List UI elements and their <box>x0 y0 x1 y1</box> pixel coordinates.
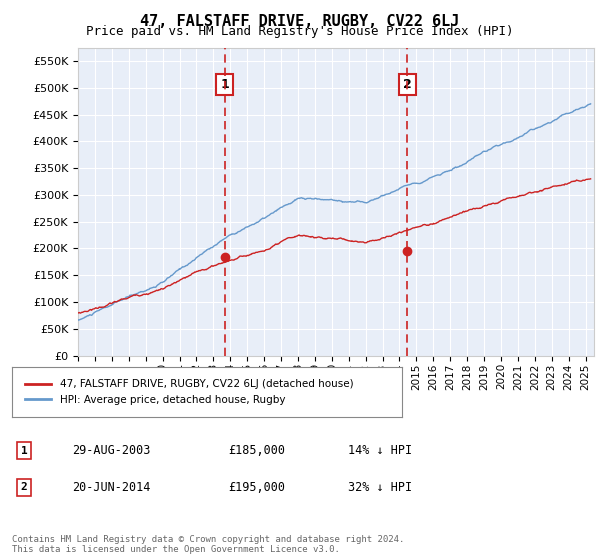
Text: 20-JUN-2014: 20-JUN-2014 <box>72 480 151 494</box>
Text: £185,000: £185,000 <box>228 444 285 458</box>
Text: 2: 2 <box>20 482 28 492</box>
Text: 32% ↓ HPI: 32% ↓ HPI <box>348 480 412 494</box>
Text: 2: 2 <box>403 78 412 91</box>
Legend: 47, FALSTAFF DRIVE, RUGBY, CV22 6LJ (detached house), HPI: Average price, detach: 47, FALSTAFF DRIVE, RUGBY, CV22 6LJ (det… <box>21 375 358 409</box>
Text: Contains HM Land Registry data © Crown copyright and database right 2024.
This d: Contains HM Land Registry data © Crown c… <box>12 535 404 554</box>
Text: 47, FALSTAFF DRIVE, RUGBY, CV22 6LJ: 47, FALSTAFF DRIVE, RUGBY, CV22 6LJ <box>140 14 460 29</box>
Text: Price paid vs. HM Land Registry's House Price Index (HPI): Price paid vs. HM Land Registry's House … <box>86 25 514 38</box>
Text: 29-AUG-2003: 29-AUG-2003 <box>72 444 151 458</box>
Text: £195,000: £195,000 <box>228 480 285 494</box>
Text: 1: 1 <box>220 78 229 91</box>
Text: 1: 1 <box>20 446 28 456</box>
Text: 14% ↓ HPI: 14% ↓ HPI <box>348 444 412 458</box>
